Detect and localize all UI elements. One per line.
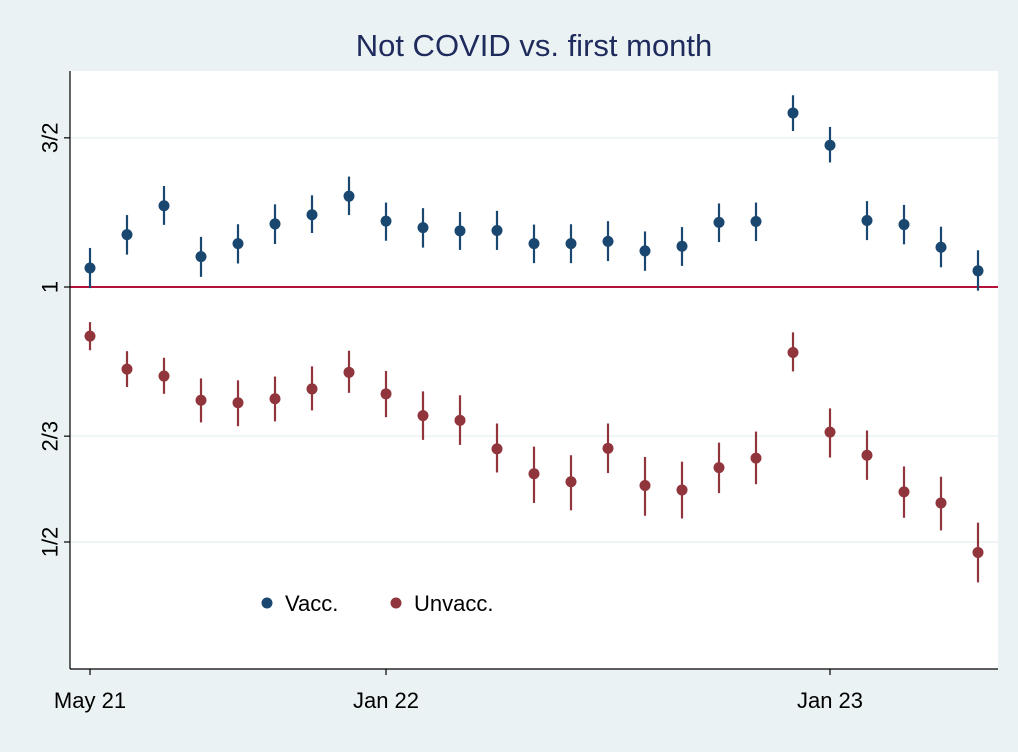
data-point: [269, 393, 281, 405]
data-point: [565, 238, 577, 250]
data-point: [269, 218, 281, 230]
legend-marker: [390, 597, 402, 609]
y-tick-label: 1/2: [38, 527, 63, 558]
data-point: [158, 370, 170, 382]
axes: 1/2 2/3 1 3/2 May 21 Jan 22 Jan 23: [38, 71, 998, 713]
data-point: [491, 225, 503, 237]
data-point: [528, 468, 540, 480]
data-point: [935, 241, 947, 253]
data-point: [639, 245, 651, 257]
data-point: [787, 346, 799, 358]
data-point: [861, 449, 873, 461]
data-point: [935, 497, 947, 509]
data-point: [528, 238, 540, 250]
data-point: [84, 262, 96, 274]
legend: Vacc. Unvacc.: [261, 591, 493, 616]
data-point: [454, 225, 466, 237]
data-point: [787, 107, 799, 119]
data-point: [824, 426, 836, 438]
data-point: [232, 238, 244, 250]
data-point: [750, 452, 762, 464]
data-point: [195, 394, 207, 406]
data-point: [972, 265, 984, 277]
chart-title: Not COVID vs. first month: [356, 28, 713, 63]
data-point: [121, 363, 133, 375]
plot-area: [70, 71, 998, 669]
data-point: [713, 216, 725, 228]
data-point: [417, 410, 429, 422]
data-point: [343, 190, 355, 202]
data-point: [195, 251, 207, 263]
data-point: [306, 383, 318, 395]
data-point: [306, 209, 318, 221]
x-tick-label: Jan 23: [797, 688, 863, 713]
y-tick-label: 2/3: [38, 421, 63, 452]
data-point: [676, 484, 688, 496]
data-point: [84, 330, 96, 342]
data-point: [861, 215, 873, 227]
data-point: [676, 240, 688, 252]
legend-label: Vacc.: [285, 591, 338, 616]
data-point: [602, 442, 614, 454]
series-0: [84, 95, 984, 291]
x-tick-label: May 21: [54, 688, 126, 713]
data-point: [158, 200, 170, 212]
data-point: [972, 546, 984, 558]
data-point: [898, 219, 910, 231]
data-point: [343, 366, 355, 378]
data-point: [898, 486, 910, 498]
data-point: [454, 414, 466, 426]
data-point: [713, 462, 725, 474]
legend-marker: [261, 597, 273, 609]
data-point: [380, 388, 392, 400]
data-point: [232, 397, 244, 409]
x-tick-label: Jan 22: [353, 688, 419, 713]
data-point: [121, 229, 133, 241]
data-point: [824, 139, 836, 151]
data-point: [417, 222, 429, 234]
data-point: [491, 443, 503, 455]
y-tick-label: 3/2: [38, 123, 63, 154]
series-1: [84, 322, 984, 583]
data-point: [380, 215, 392, 227]
series-marks: [84, 95, 984, 583]
y-tick-label: 1: [38, 281, 63, 293]
data-point: [565, 476, 577, 488]
data-point: [639, 480, 651, 492]
data-point: [602, 235, 614, 247]
legend-label: Unvacc.: [414, 591, 493, 616]
data-point: [750, 215, 762, 227]
grid-lines: [70, 137, 998, 543]
